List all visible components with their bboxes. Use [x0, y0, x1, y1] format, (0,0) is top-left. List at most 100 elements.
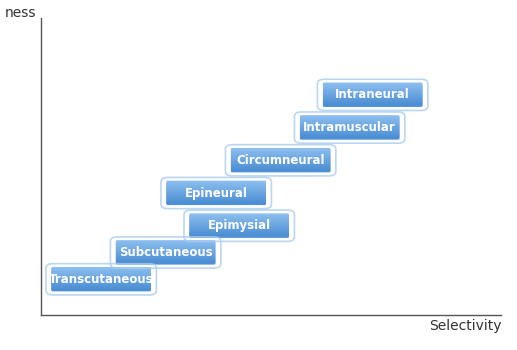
FancyBboxPatch shape	[166, 183, 266, 186]
FancyBboxPatch shape	[166, 198, 266, 201]
FancyBboxPatch shape	[231, 163, 330, 166]
FancyBboxPatch shape	[52, 270, 151, 273]
FancyBboxPatch shape	[116, 260, 215, 263]
FancyBboxPatch shape	[166, 196, 266, 198]
FancyBboxPatch shape	[300, 125, 399, 127]
Text: Intramuscular: Intramuscular	[303, 121, 396, 134]
FancyBboxPatch shape	[231, 163, 330, 166]
FancyBboxPatch shape	[166, 201, 266, 204]
FancyBboxPatch shape	[323, 99, 422, 102]
FancyBboxPatch shape	[166, 200, 266, 203]
FancyBboxPatch shape	[190, 234, 289, 237]
FancyBboxPatch shape	[52, 288, 151, 290]
FancyBboxPatch shape	[231, 154, 330, 157]
FancyBboxPatch shape	[300, 121, 399, 124]
FancyBboxPatch shape	[300, 122, 399, 125]
FancyBboxPatch shape	[166, 190, 266, 192]
FancyBboxPatch shape	[190, 222, 289, 224]
FancyBboxPatch shape	[166, 181, 266, 183]
FancyBboxPatch shape	[52, 275, 151, 278]
FancyBboxPatch shape	[190, 219, 289, 222]
FancyBboxPatch shape	[300, 119, 399, 121]
FancyBboxPatch shape	[190, 231, 289, 234]
FancyBboxPatch shape	[323, 84, 422, 86]
FancyBboxPatch shape	[190, 223, 289, 226]
FancyBboxPatch shape	[300, 129, 399, 132]
FancyBboxPatch shape	[116, 262, 215, 265]
FancyBboxPatch shape	[190, 228, 289, 230]
FancyBboxPatch shape	[166, 187, 266, 189]
FancyBboxPatch shape	[323, 91, 422, 94]
FancyBboxPatch shape	[300, 126, 399, 129]
FancyBboxPatch shape	[323, 102, 422, 104]
FancyBboxPatch shape	[116, 250, 215, 252]
FancyBboxPatch shape	[190, 230, 289, 232]
FancyBboxPatch shape	[116, 256, 215, 259]
FancyBboxPatch shape	[300, 130, 399, 133]
FancyBboxPatch shape	[323, 91, 422, 93]
FancyBboxPatch shape	[116, 251, 215, 253]
FancyBboxPatch shape	[116, 250, 215, 253]
FancyBboxPatch shape	[300, 118, 399, 121]
FancyBboxPatch shape	[323, 90, 422, 93]
FancyBboxPatch shape	[116, 242, 215, 245]
Text: Epineural: Epineural	[185, 187, 248, 199]
FancyBboxPatch shape	[116, 258, 215, 260]
FancyBboxPatch shape	[52, 284, 151, 286]
FancyBboxPatch shape	[52, 278, 151, 280]
FancyBboxPatch shape	[52, 284, 151, 287]
FancyBboxPatch shape	[52, 273, 151, 276]
FancyBboxPatch shape	[231, 149, 330, 152]
FancyBboxPatch shape	[190, 226, 289, 229]
FancyBboxPatch shape	[190, 217, 289, 220]
FancyBboxPatch shape	[300, 120, 399, 123]
FancyBboxPatch shape	[116, 253, 215, 255]
FancyBboxPatch shape	[116, 251, 215, 254]
FancyBboxPatch shape	[231, 152, 330, 154]
FancyBboxPatch shape	[231, 153, 330, 156]
FancyBboxPatch shape	[116, 257, 215, 260]
FancyBboxPatch shape	[231, 150, 330, 153]
FancyBboxPatch shape	[166, 185, 266, 188]
FancyBboxPatch shape	[323, 92, 422, 95]
FancyBboxPatch shape	[231, 160, 330, 162]
Text: ness: ness	[5, 6, 36, 20]
FancyBboxPatch shape	[231, 169, 330, 171]
FancyBboxPatch shape	[190, 218, 289, 221]
FancyBboxPatch shape	[52, 280, 151, 282]
FancyBboxPatch shape	[231, 157, 330, 160]
FancyBboxPatch shape	[116, 240, 215, 243]
FancyBboxPatch shape	[52, 267, 151, 270]
FancyBboxPatch shape	[116, 248, 215, 251]
FancyBboxPatch shape	[190, 226, 289, 228]
FancyBboxPatch shape	[166, 181, 266, 184]
FancyBboxPatch shape	[52, 288, 151, 291]
FancyBboxPatch shape	[116, 245, 215, 247]
FancyBboxPatch shape	[166, 193, 266, 195]
FancyBboxPatch shape	[231, 165, 330, 167]
FancyBboxPatch shape	[190, 224, 289, 227]
FancyBboxPatch shape	[166, 189, 266, 192]
FancyBboxPatch shape	[323, 85, 422, 88]
FancyBboxPatch shape	[116, 252, 215, 254]
Text: Intraneural: Intraneural	[336, 88, 410, 102]
FancyBboxPatch shape	[190, 225, 289, 228]
FancyBboxPatch shape	[52, 281, 151, 284]
FancyBboxPatch shape	[116, 260, 215, 262]
FancyBboxPatch shape	[231, 159, 330, 161]
FancyBboxPatch shape	[190, 218, 289, 220]
FancyBboxPatch shape	[323, 103, 422, 105]
FancyBboxPatch shape	[300, 126, 399, 128]
FancyBboxPatch shape	[166, 193, 266, 196]
FancyBboxPatch shape	[323, 94, 422, 97]
FancyBboxPatch shape	[116, 253, 215, 256]
FancyBboxPatch shape	[166, 191, 266, 194]
FancyBboxPatch shape	[231, 167, 330, 169]
FancyBboxPatch shape	[190, 229, 289, 231]
FancyBboxPatch shape	[190, 223, 289, 225]
FancyBboxPatch shape	[52, 278, 151, 281]
FancyBboxPatch shape	[231, 156, 330, 159]
FancyBboxPatch shape	[231, 162, 330, 165]
FancyBboxPatch shape	[166, 182, 266, 184]
Text: Epimysial: Epimysial	[208, 219, 271, 232]
